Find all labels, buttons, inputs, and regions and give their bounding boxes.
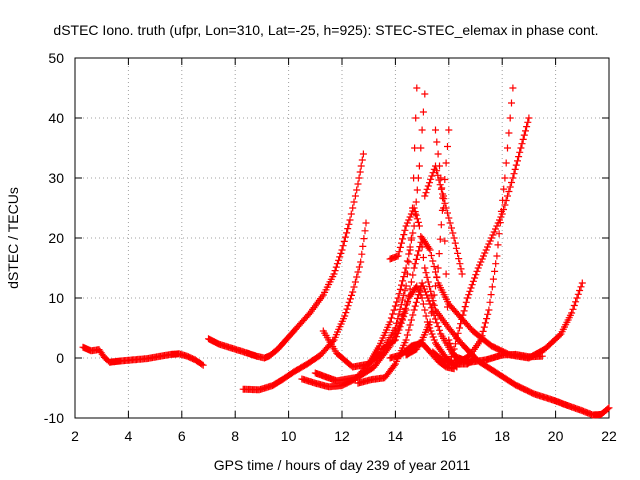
series-markers <box>378 234 586 362</box>
series-arc-14 <box>386 339 458 373</box>
series-markers <box>239 219 370 394</box>
series-arc-2 <box>205 150 367 362</box>
y-tick-label: -10 <box>44 410 64 426</box>
y-axis: -10 0 10 20 30 40 50 <box>44 50 609 426</box>
x-tick-label: 20 <box>548 428 564 444</box>
series-arc-13 <box>429 84 517 368</box>
series-arc-15 <box>421 162 466 278</box>
y-axis-label: dSTEC / TECUs <box>5 187 21 289</box>
y-tick-label: 40 <box>48 110 64 126</box>
y-tick-label: 10 <box>48 290 64 306</box>
y-tick-label: 50 <box>48 50 64 66</box>
series-markers <box>429 84 517 368</box>
series-markers <box>205 150 367 362</box>
x-tick-label: 8 <box>231 428 239 444</box>
x-axis-label: GPS time / hours of day 239 of year 2011 <box>214 457 471 473</box>
y-tick-label: 30 <box>48 170 64 186</box>
series-arc-3 <box>239 219 370 394</box>
x-tick-label: 16 <box>441 428 457 444</box>
chart-title: dSTEC Iono. truth (ufpr, Lon=310, Lat=-2… <box>53 22 598 38</box>
grid-lines <box>75 58 609 418</box>
series-arc-12 <box>445 114 533 368</box>
y-tick-label: 20 <box>48 230 64 246</box>
series-arc-9 <box>386 204 613 419</box>
x-tick-label: 4 <box>125 428 133 444</box>
series-markers <box>386 204 613 419</box>
x-tick-label: 12 <box>334 428 350 444</box>
x-tick-label: 6 <box>178 428 186 444</box>
data-series <box>79 84 613 419</box>
x-tick-label: 22 <box>601 428 617 444</box>
series-markers <box>421 162 466 278</box>
x-tick-label: 2 <box>71 428 79 444</box>
x-tick-label: 10 <box>281 428 297 444</box>
series-arc-1 <box>79 343 207 369</box>
series-arc-8 <box>378 234 586 362</box>
x-axis: 2 4 6 8 10 12 14 16 18 20 22 <box>71 58 617 444</box>
x-tick-label: 14 <box>388 428 404 444</box>
series-markers <box>79 343 207 369</box>
x-tick-label: 18 <box>494 428 510 444</box>
y-tick-label: 0 <box>56 350 64 366</box>
series-markers <box>386 339 458 373</box>
series-markers <box>445 114 533 368</box>
